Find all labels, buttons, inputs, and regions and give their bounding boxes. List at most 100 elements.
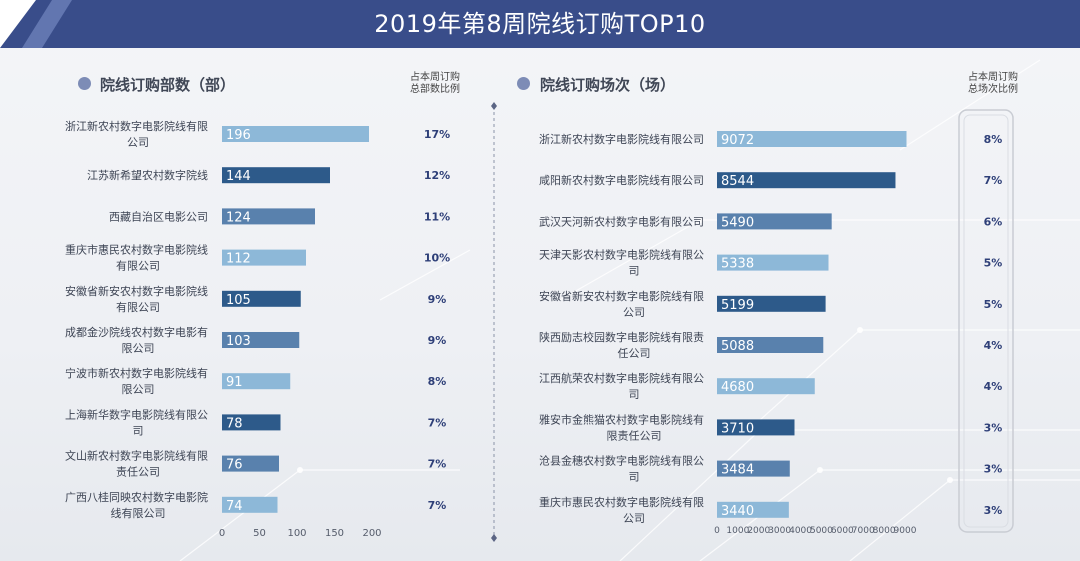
right-category-label-9-line2: 司	[629, 471, 640, 484]
right-bar-2	[717, 172, 896, 189]
right-category-label-2: 咸阳新农村数字电影院线有限公司	[539, 173, 704, 187]
left-category-label-10: 广西八桂同映农村数字电影院	[65, 490, 208, 504]
left-section-title: 院线订购部数（部）	[100, 76, 236, 94]
left-category-label-6-line2: 限公司	[122, 342, 155, 355]
left-category-label-5-line2: 有限公司	[116, 300, 160, 314]
left-bar-6	[222, 332, 300, 348]
right-x-tick-9000: 9000	[894, 526, 917, 536]
right-ratio-header-line1: 占本周订购	[968, 72, 1018, 83]
left-category-label-1-line2: 公司	[127, 136, 149, 149]
left-category-label-10-line2: 线有限公司	[111, 506, 166, 520]
left-x-tick-200: 200	[362, 528, 381, 539]
right-bar-3	[717, 213, 832, 230]
left-category-label-8: 上海新华数字电影院线有限公	[65, 407, 208, 421]
left-category-label-9: 文山新农村数字电影院线有限	[65, 449, 208, 463]
right-ratio-header: 占本周订购 总场次比例	[955, 72, 1031, 96]
left-bar-value-10: 74	[226, 499, 243, 514]
right-x-tick-6000: 6000	[831, 526, 854, 536]
right-category-label-10-line2: 公司	[623, 512, 645, 525]
right-category-label-7-line2: 司	[629, 388, 640, 401]
header-bar: 2019年第8周院线订购TOP10	[0, 0, 1080, 48]
center-divider	[491, 102, 497, 542]
right-category-label-6: 陕西励志校园数字电影院线有限责	[539, 330, 704, 344]
left-bar-10	[222, 496, 278, 513]
left-bar-2	[222, 167, 330, 184]
left-bar-value-2: 144	[226, 169, 251, 184]
left-ratio-2: 12%	[424, 169, 450, 182]
left-ratio-5: 9%	[428, 293, 447, 306]
left-category-label-1: 浙江新农村数字电影院线有限	[65, 119, 208, 133]
right-x-tick-3000: 3000	[768, 526, 791, 536]
right-section-title: 院线订购场次（场）	[540, 76, 676, 94]
right-section-bullet	[517, 77, 530, 90]
right-ratio-frame	[958, 109, 1014, 533]
left-category-label-7-line2: 限公司	[122, 383, 155, 396]
left-category-label-8-line2: 司	[133, 424, 144, 437]
right-ratio-7: 4%	[984, 380, 1003, 393]
left-ratio-6: 9%	[428, 334, 447, 347]
right-ratio-8: 3%	[984, 421, 1003, 434]
right-ratio-1: 8%	[984, 133, 1003, 146]
right-bar-6	[717, 337, 824, 353]
right-bar-7	[717, 378, 815, 395]
right-category-label-5: 安徽省新安农村数字电影院线有限	[539, 289, 704, 303]
right-bar-8	[717, 419, 795, 436]
right-x-tick-4000: 4000	[789, 526, 812, 536]
left-ratio-9: 7%	[428, 458, 447, 471]
left-ratio-8: 7%	[428, 416, 447, 429]
right-category-label-6-line2: 任公司	[618, 347, 651, 360]
right-category-label-5-line2: 公司	[623, 306, 645, 319]
left-bar-5	[222, 290, 301, 307]
left-category-label-7: 宁波市新农村数字电影院线有	[65, 366, 208, 380]
left-x-tick-50: 50	[253, 528, 266, 539]
right-bar-value-2: 8544	[721, 174, 754, 189]
left-category-label-4: 重庆市惠民农村数字电影院线	[65, 243, 208, 257]
left-bar-value-3: 124	[226, 210, 251, 225]
left-category-label-4-line2: 有限公司	[116, 259, 160, 273]
left-bar-value-6: 103	[226, 334, 251, 349]
left-bar-1	[222, 126, 369, 142]
right-bar-value-9: 3484	[721, 463, 754, 478]
right-ratio-3: 6%	[984, 215, 1003, 228]
left-ratio-header: 占本周订购 总部数比例	[400, 72, 470, 96]
right-category-label-3: 武汉天河新农村数字电影有限公司	[539, 214, 704, 228]
right-bar-value-10: 3440	[721, 504, 754, 519]
right-category-label-1: 浙江新农村数字电影院线有限公司	[539, 132, 704, 146]
left-x-tick-0: 0	[219, 528, 225, 539]
left-bar-3	[222, 208, 315, 225]
right-x-tick-1000: 1000	[726, 526, 749, 536]
left-category-label-6: 成都金沙院线农村数字电影有	[65, 325, 208, 339]
left-ratio-1: 17%	[424, 128, 450, 141]
right-x-tick-2000: 2000	[747, 526, 770, 536]
right-category-label-9: 沧县金穗农村数字电影院线有限公	[539, 454, 704, 468]
right-bar-10	[717, 501, 789, 518]
right-bar-value-8: 3710	[721, 421, 754, 436]
left-ratio-header-line1: 占本周订购	[410, 72, 460, 83]
right-bar-value-1: 9072	[721, 133, 754, 148]
right-bar-value-3: 5490	[721, 215, 754, 230]
left-bar-9	[222, 455, 279, 472]
right-bar-value-7: 4680	[721, 380, 754, 395]
page-title: 2019年第8周院线订购TOP10	[374, 10, 706, 38]
right-category-label-8-line2: 限责任公司	[607, 429, 662, 442]
right-x-tick-0: 0	[714, 526, 720, 536]
right-bar-value-4: 5338	[721, 257, 754, 272]
left-bar-8	[222, 414, 281, 431]
left-bar-value-1: 196	[226, 128, 251, 143]
left-x-tick-100: 100	[287, 528, 306, 539]
right-ratio-4: 5%	[984, 257, 1003, 270]
left-category-label-5: 安徽省新安农村数字电影院线	[65, 284, 208, 298]
right-ratio-header-line2: 总场次比例	[968, 84, 1018, 95]
left-ratio-7: 8%	[428, 375, 447, 388]
left-ratio-3: 11%	[424, 210, 450, 223]
left-ratio-header-line2: 总部数比例	[410, 84, 460, 95]
right-bar-9	[717, 460, 790, 477]
right-ratio-10: 3%	[984, 504, 1003, 517]
left-x-tick-150: 150	[325, 528, 344, 539]
right-ratio-2: 7%	[984, 174, 1003, 187]
right-x-tick-8000: 8000	[873, 526, 896, 536]
right-x-tick-7000: 7000	[852, 526, 875, 536]
left-bar-value-4: 112	[226, 252, 251, 267]
left-section-bullet	[78, 77, 91, 90]
